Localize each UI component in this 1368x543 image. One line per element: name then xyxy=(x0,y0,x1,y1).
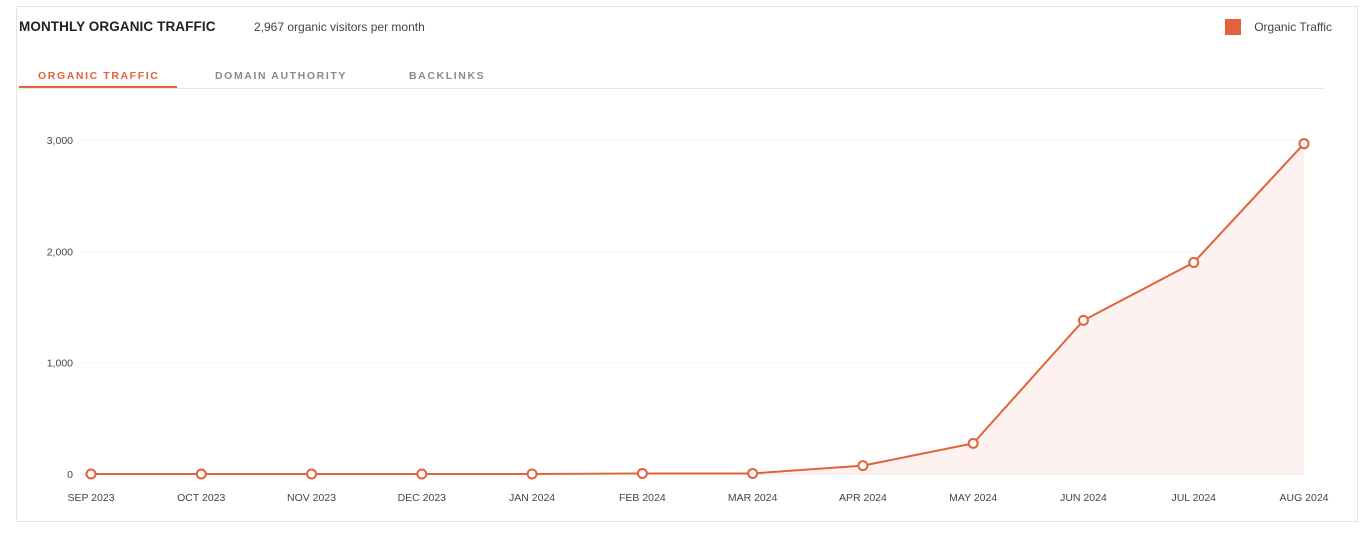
data-point xyxy=(857,460,869,472)
series-area xyxy=(91,143,1304,474)
tab-domain-authority[interactable]: DOMAIN AUTHORITY xyxy=(215,70,347,82)
metric-tabs: ORGANIC TRAFFIC DOMAIN AUTHORITY BACKLIN… xyxy=(19,60,1325,89)
data-point xyxy=(1188,256,1200,268)
x-tick-label: AUG 2024 xyxy=(1279,492,1328,504)
x-tick-label: NOV 2023 xyxy=(287,492,336,504)
tab-organic-traffic[interactable]: ORGANIC TRAFFIC xyxy=(38,70,160,82)
chart-title: MONTHLY ORGANIC TRAFFIC xyxy=(19,19,216,34)
x-tick-label: SEP 2023 xyxy=(67,492,114,504)
data-point xyxy=(85,468,97,480)
active-tab-indicator xyxy=(19,86,177,88)
data-point xyxy=(416,468,428,480)
data-point xyxy=(1077,314,1089,326)
y-tick-label: 2,000 xyxy=(47,246,73,258)
x-tick-label: FEB 2024 xyxy=(619,492,666,504)
y-tick-label: 0 xyxy=(67,469,73,481)
data-point xyxy=(747,467,759,479)
x-tick-label: DEC 2023 xyxy=(398,492,447,504)
legend-swatch xyxy=(1225,19,1242,35)
x-tick-label: JUL 2024 xyxy=(1171,492,1216,504)
series-line xyxy=(91,142,1305,475)
chart-subtitle: 2,967 organic visitors per month xyxy=(254,20,425,34)
data-point xyxy=(306,468,318,480)
y-tick-label: 1,000 xyxy=(47,358,73,370)
y-tick-label: 3,000 xyxy=(47,135,73,147)
data-point xyxy=(967,437,979,449)
chart-legend[interactable]: Organic Traffic xyxy=(1225,19,1332,35)
legend-label: Organic Traffic xyxy=(1254,20,1332,34)
x-tick-label: JAN 2024 xyxy=(509,492,555,504)
data-point xyxy=(526,468,538,480)
x-tick-label: JUN 2024 xyxy=(1060,492,1107,504)
x-tick-label: MAY 2024 xyxy=(949,492,997,504)
x-tick-label: APR 2024 xyxy=(839,492,887,504)
data-point xyxy=(195,468,207,480)
x-tick-label: MAR 2024 xyxy=(728,492,778,504)
tab-backlinks[interactable]: BACKLINKS xyxy=(409,70,486,82)
x-tick-label: OCT 2023 xyxy=(177,492,225,504)
data-point xyxy=(1298,138,1310,150)
data-point xyxy=(636,467,648,479)
